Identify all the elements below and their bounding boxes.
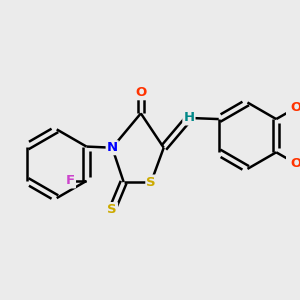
Text: O: O — [135, 86, 146, 99]
Text: F: F — [66, 174, 75, 188]
Text: S: S — [146, 176, 156, 189]
Text: O: O — [291, 157, 300, 170]
Text: S: S — [107, 203, 117, 216]
Text: O: O — [291, 101, 300, 114]
Text: N: N — [107, 141, 118, 154]
Text: H: H — [183, 111, 194, 124]
